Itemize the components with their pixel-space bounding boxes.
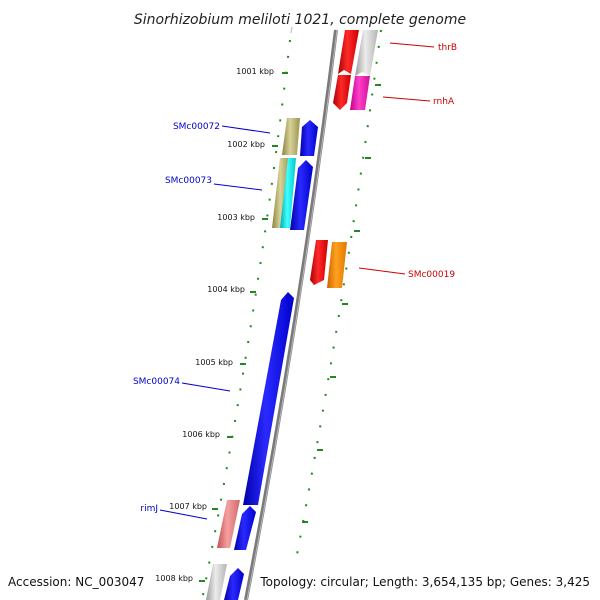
reverse-genes: [206, 118, 318, 600]
gene-arrow-blue-bottom[interactable]: [224, 568, 244, 600]
right-tick-ring: [295, 29, 382, 561]
gene-label-rimJ[interactable]: rimJ: [140, 504, 158, 514]
gene-arrow-SMc00072-olive[interactable]: [282, 118, 300, 155]
gene-arrow-SMc00019-red[interactable]: [310, 240, 328, 285]
genome-summary-text: Topology: circular; Length: 3,654,135 bp…: [259, 575, 590, 589]
gene-arrow-SMc00073-olive[interactable]: [272, 158, 290, 228]
gene-arrow-SMc00073-cyan[interactable]: [280, 158, 296, 228]
gene-arrow-rimJ-pink[interactable]: [217, 500, 240, 548]
kbp-label: 1008 kbp: [155, 574, 193, 583]
kbp-label: 1006 kbp: [182, 430, 220, 439]
gene-label-SMc00072[interactable]: SMc00072: [173, 122, 220, 132]
gene-label-SMc00073[interactable]: SMc00073: [165, 176, 212, 186]
gene-arrow-SMc00074[interactable]: [243, 292, 294, 505]
forward-gene-labels: thrB rnhA SMc00019: [358, 42, 457, 280]
forward-genes: [310, 30, 378, 288]
gene-label-rnhA[interactable]: rnhA: [433, 97, 455, 107]
kbp-label: 1005 kbp: [195, 358, 233, 367]
genome-title: Sinorhizobium meliloti 1021, complete ge…: [134, 12, 466, 28]
kbp-label: 1007 kbp: [169, 502, 207, 511]
kbp-label: 1003 kbp: [217, 213, 255, 222]
kbp-label: 1001 kbp: [236, 67, 274, 76]
gene-arrow-SMc00072[interactable]: [300, 120, 318, 156]
gene-arrow-rnhA[interactable]: [350, 76, 370, 110]
gene-label-SMc00074[interactable]: SMc00074: [133, 377, 180, 387]
gene-arrow-SMc00019[interactable]: [327, 242, 347, 288]
gene-arrow-thrB[interactable]: [338, 30, 359, 74]
kbp-label: 1004 kbp: [207, 285, 245, 294]
gene-arrow-gray-bottom[interactable]: [206, 564, 227, 600]
gene-arrow-SMc00073[interactable]: [290, 160, 313, 230]
accession-text: Accession: NC_003047: [8, 575, 144, 589]
gene-arrow-rnhA-red[interactable]: [333, 75, 351, 110]
kbp-label: 1002 kbp: [227, 140, 265, 149]
kbp-labels: 1001 kbp 1002 kbp 1003 kbp 1004 kbp 1005…: [155, 67, 274, 583]
gene-arrow-gray[interactable]: [355, 30, 378, 76]
genome-backbone: [244, 29, 338, 600]
gene-label-thrB[interactable]: thrB: [438, 43, 457, 53]
reverse-gene-labels: SMc00072 SMc00073 SMc00074 rimJ: [133, 122, 271, 520]
gene-label-SMc00019[interactable]: SMc00019: [408, 270, 455, 280]
backbone-fragment: [290, 26, 293, 34]
gene-arrow-rimJ[interactable]: [234, 506, 256, 550]
left-tick-ring: [199, 39, 291, 600]
